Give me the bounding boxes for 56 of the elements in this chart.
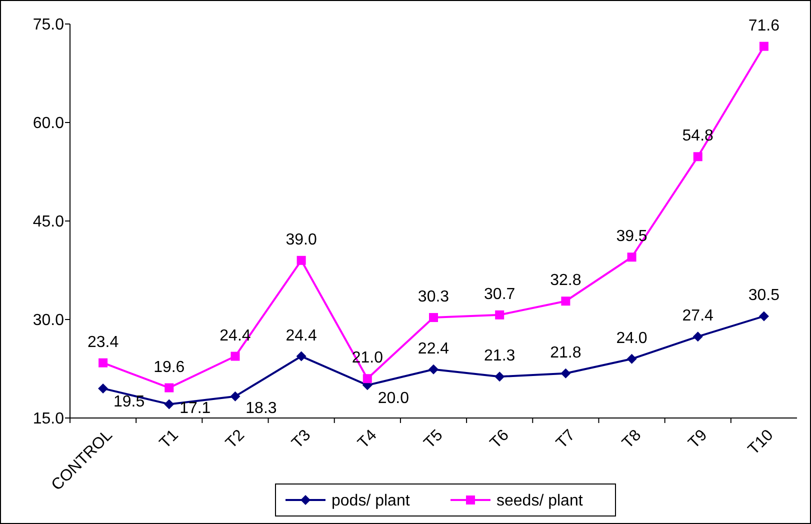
x-tick-label: T6 xyxy=(487,426,512,452)
legend-label: pods/ plant xyxy=(332,492,410,510)
point xyxy=(362,374,372,384)
y-tick-label: 45.0 xyxy=(32,214,64,231)
point xyxy=(758,311,769,322)
point xyxy=(296,256,306,265)
data-label: 18.3 xyxy=(246,400,277,417)
data-label: 21.3 xyxy=(484,348,516,365)
x-tick-label: T5 xyxy=(421,426,446,452)
data-label: 21.8 xyxy=(550,344,582,362)
x-tick-label: T3 xyxy=(288,426,314,452)
x-tick-label: T9 xyxy=(685,426,711,452)
y-tick-label: 75.0 xyxy=(32,16,64,34)
y-tick-label: 15.0 xyxy=(32,410,64,428)
data-label: 17.1 xyxy=(180,400,211,417)
data-label: 24.4 xyxy=(286,327,317,344)
x-tick-label: T7 xyxy=(553,426,579,452)
data-label: 19.5 xyxy=(113,393,145,410)
point xyxy=(98,358,108,368)
point xyxy=(561,296,570,306)
data-label: 22.4 xyxy=(418,340,450,358)
data-label: 19.6 xyxy=(154,358,185,376)
data-label: 20.0 xyxy=(378,390,410,408)
data-label: 27.4 xyxy=(682,308,714,325)
point xyxy=(560,368,571,378)
x-tick-label: T8 xyxy=(619,426,645,452)
point xyxy=(495,310,504,320)
data-label: 30.3 xyxy=(418,288,450,306)
point xyxy=(296,351,306,362)
point xyxy=(230,352,240,361)
point xyxy=(429,313,438,322)
data-label: 23.4 xyxy=(87,334,119,351)
point xyxy=(230,391,240,402)
data-label: 24.0 xyxy=(616,330,648,347)
x-tick-label: T2 xyxy=(222,426,248,452)
y-tick-label: 30.0 xyxy=(32,312,64,330)
legend-label: seeds/ plant xyxy=(496,492,584,510)
x-tick-label: T1 xyxy=(156,426,182,452)
point xyxy=(626,354,637,364)
data-label: 39.0 xyxy=(286,231,317,248)
point xyxy=(164,399,174,410)
y-tick-label: 60.0 xyxy=(32,115,64,132)
point xyxy=(98,383,108,394)
point xyxy=(164,383,174,392)
point xyxy=(692,332,703,342)
point xyxy=(693,152,702,162)
x-tick-label: T4 xyxy=(354,426,380,452)
point xyxy=(494,372,505,382)
data-label: 71.6 xyxy=(748,17,780,34)
data-label: 32.8 xyxy=(550,272,582,290)
data-label: 30.5 xyxy=(748,287,780,304)
x-tick-label: T10 xyxy=(745,426,777,458)
data-label: 30.7 xyxy=(484,286,516,303)
point xyxy=(759,42,768,51)
point xyxy=(627,252,636,262)
point xyxy=(428,364,438,374)
